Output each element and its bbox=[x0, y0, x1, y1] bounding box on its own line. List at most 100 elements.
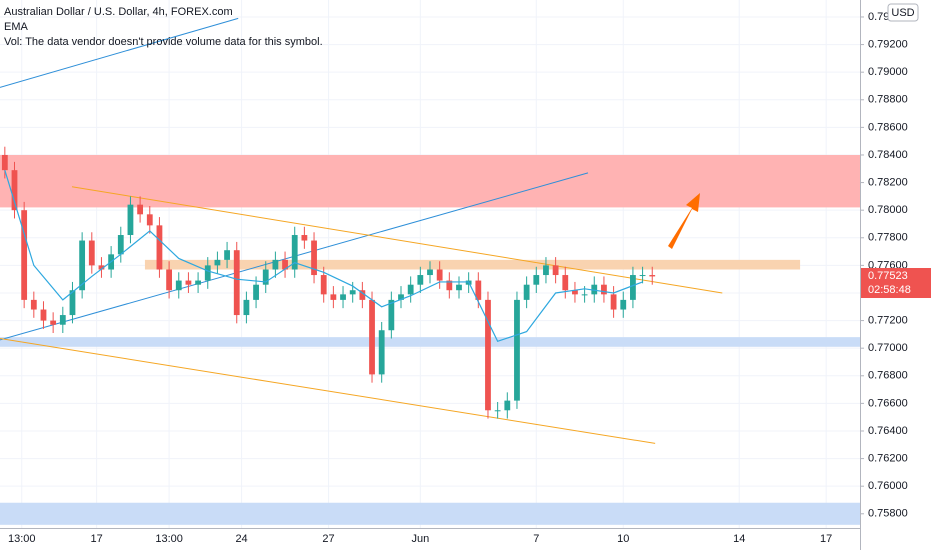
y-tick-label: 0.78600 bbox=[868, 121, 908, 133]
y-tick-label: 0.79000 bbox=[868, 66, 908, 78]
y-tick-label: 0.78400 bbox=[868, 149, 908, 161]
candle-body bbox=[407, 284, 414, 295]
candle-body bbox=[543, 265, 549, 276]
candle-body bbox=[359, 290, 366, 300]
candle-body bbox=[175, 280, 182, 291]
candle-body bbox=[224, 250, 230, 260]
price-zone bbox=[0, 337, 860, 347]
y-tick-label: 0.76200 bbox=[868, 452, 908, 464]
candle-body bbox=[572, 290, 578, 295]
candle-body bbox=[30, 299, 37, 310]
candle-body bbox=[127, 204, 134, 236]
candle-body bbox=[591, 284, 598, 295]
candle-body bbox=[79, 240, 86, 291]
x-tick-label: 13:00 bbox=[8, 533, 36, 545]
y-tick-label: 0.76000 bbox=[868, 480, 908, 492]
candle-body bbox=[610, 294, 617, 310]
x-tick-label: 27 bbox=[322, 533, 334, 545]
candle-body bbox=[59, 315, 66, 325]
x-tick-label: Jun bbox=[411, 533, 429, 545]
candle-body bbox=[282, 259, 288, 270]
candle-body bbox=[340, 294, 346, 300]
candle-body bbox=[562, 275, 569, 291]
countdown-label: 02:58:48 bbox=[868, 284, 911, 296]
price-zone bbox=[144, 259, 801, 270]
candle-body bbox=[88, 240, 95, 266]
candle-body bbox=[291, 235, 298, 270]
x-tick-label: 17 bbox=[91, 533, 103, 545]
candle-body bbox=[204, 265, 211, 281]
x-tick-label: 13:00 bbox=[155, 533, 183, 545]
y-tick-label: 0.78200 bbox=[868, 176, 908, 188]
candle-body bbox=[195, 280, 201, 285]
x-tick-label: 24 bbox=[235, 533, 247, 545]
candle-body bbox=[639, 275, 646, 277]
y-tick-label: 0.77800 bbox=[868, 232, 908, 244]
candle-body bbox=[50, 320, 57, 325]
candle-body bbox=[117, 235, 124, 255]
price-zone bbox=[0, 154, 860, 208]
candle-body bbox=[146, 214, 153, 226]
x-tick-label: 7 bbox=[533, 533, 539, 545]
last-price-badge bbox=[861, 268, 931, 299]
candle-body bbox=[1, 154, 8, 171]
candle-body bbox=[233, 250, 240, 316]
candle-body bbox=[552, 265, 559, 276]
y-tick-label: 0.77000 bbox=[868, 342, 908, 354]
y-tick-label: 0.78800 bbox=[868, 94, 908, 106]
candle-body bbox=[69, 290, 76, 316]
x-tick-label: 17 bbox=[820, 533, 832, 545]
candle-body bbox=[456, 284, 462, 291]
candle-body bbox=[349, 290, 356, 295]
candle-body bbox=[436, 269, 443, 281]
candle-body bbox=[620, 299, 627, 310]
plot-area bbox=[0, 0, 860, 528]
trend-line bbox=[71, 186, 723, 294]
candle-body bbox=[320, 275, 327, 295]
candle-body bbox=[156, 225, 163, 270]
candle-body bbox=[417, 275, 424, 285]
y-tick-label: 0.76800 bbox=[868, 370, 908, 382]
candle-body bbox=[427, 269, 433, 276]
candle-body bbox=[398, 294, 404, 300]
candle-body bbox=[388, 299, 395, 331]
trend-line bbox=[0, 338, 656, 444]
ema-line bbox=[4, 169, 643, 343]
candle-body bbox=[137, 204, 144, 215]
candle-body bbox=[214, 259, 221, 266]
last-price-label: 0.77523 bbox=[868, 270, 908, 282]
indicator-label: EMA bbox=[4, 21, 29, 33]
candle-body bbox=[243, 299, 250, 316]
candle-body bbox=[330, 294, 337, 300]
candle-body bbox=[262, 269, 269, 285]
candle-body bbox=[311, 240, 317, 276]
y-tick-label: 0.78000 bbox=[868, 204, 908, 216]
y-tick-label: 0.76400 bbox=[868, 425, 908, 437]
y-tick-label: 0.76600 bbox=[868, 397, 908, 409]
currency-label: USD bbox=[891, 7, 914, 19]
candle-body bbox=[446, 280, 453, 291]
x-tick-label: 10 bbox=[617, 533, 629, 545]
candle-body bbox=[494, 410, 501, 412]
y-tick-label: 0.75800 bbox=[868, 508, 908, 520]
arrow bbox=[668, 193, 700, 249]
trend-line bbox=[0, 17, 239, 88]
candle-body bbox=[21, 210, 28, 300]
candle-body bbox=[601, 284, 607, 295]
chart-title: Australian Dollar / U.S. Dollar, 4h, FOR… bbox=[4, 6, 233, 18]
currency-badge bbox=[887, 3, 919, 22]
candle-body bbox=[166, 269, 172, 291]
price-zone bbox=[0, 502, 860, 525]
candle-body bbox=[581, 294, 588, 296]
candle-body bbox=[185, 280, 192, 285]
candle-body bbox=[523, 284, 530, 300]
y-tick-label: 0.79200 bbox=[868, 38, 908, 50]
candle-body bbox=[253, 284, 259, 300]
candle-body bbox=[272, 259, 279, 270]
candle-body bbox=[11, 170, 18, 211]
y-tick-label: 0.77200 bbox=[868, 314, 908, 326]
candle-body bbox=[649, 275, 656, 277]
candle-body bbox=[301, 235, 308, 241]
candle-body bbox=[630, 275, 636, 300]
